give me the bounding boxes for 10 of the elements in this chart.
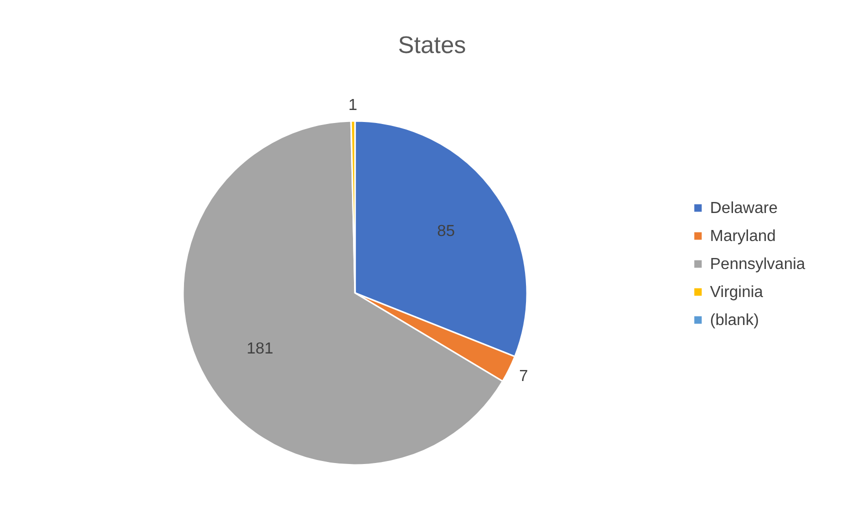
legend-label: Pennsylvania (710, 256, 806, 273)
data-label: 1 (348, 97, 358, 114)
legend-label: (blank) (710, 312, 759, 329)
data-label: 85 (437, 223, 456, 240)
legend-label: Delaware (710, 200, 778, 217)
data-label: 7 (519, 368, 528, 386)
legend-label: Maryland (710, 228, 776, 245)
data-label: 181 (246, 340, 274, 358)
chart-title: States (398, 32, 466, 59)
legend-label: Virginia (710, 284, 764, 301)
